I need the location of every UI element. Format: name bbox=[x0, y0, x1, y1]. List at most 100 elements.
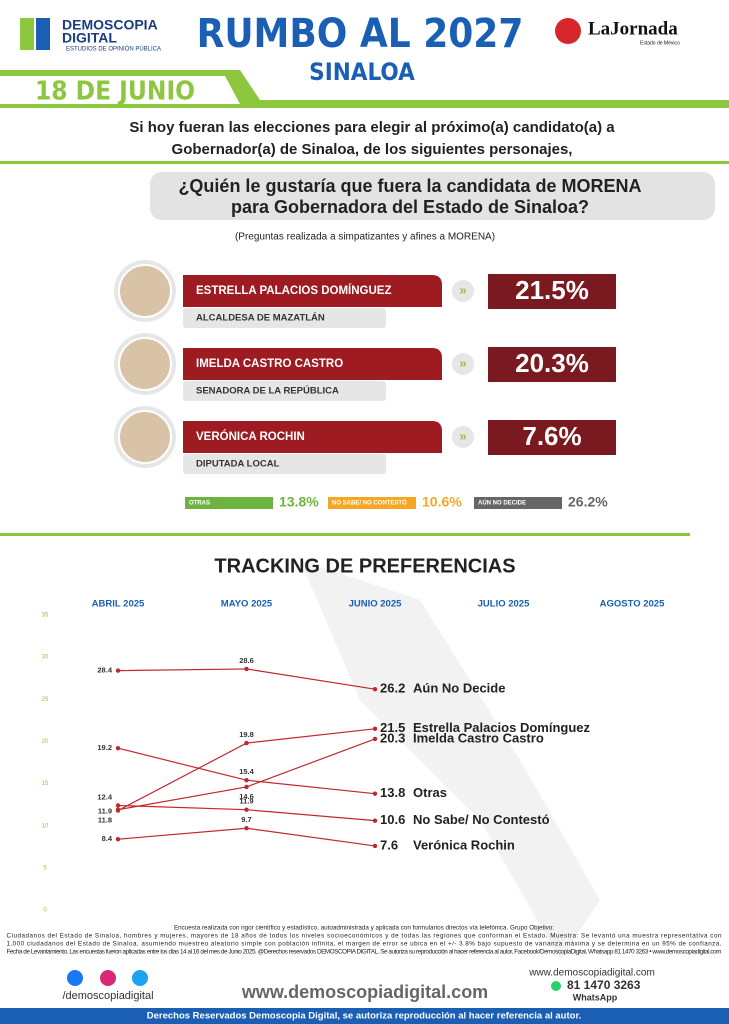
series-name: Estrella Palacios Domínguez bbox=[413, 720, 591, 735]
name-bar bbox=[183, 421, 442, 453]
site[interactable]: www.demoscopiadigital.com bbox=[241, 982, 488, 1002]
point bbox=[244, 740, 249, 746]
end-value: 13.8 bbox=[380, 785, 405, 800]
series-name: Verónica Rochin bbox=[413, 837, 515, 852]
question-box bbox=[150, 172, 715, 220]
candidate-name: IMELDA CASTRO CASTRO bbox=[196, 358, 343, 370]
y-tick-label: 35 bbox=[42, 613, 49, 619]
phone-label: WhatsApp bbox=[573, 992, 618, 1002]
logo-mark bbox=[36, 18, 50, 50]
instagram-icon[interactable] bbox=[100, 970, 116, 986]
footer-text: Fecha de Levantamiento. Las encuestas fu… bbox=[6, 949, 721, 956]
point bbox=[372, 818, 378, 823]
end-value: 20.3 bbox=[380, 730, 405, 745]
y-tick-label: 0 bbox=[43, 908, 47, 914]
other-name: OTRAS bbox=[189, 501, 210, 507]
point-label: 28.6 bbox=[239, 656, 254, 665]
x-tick-label: AGOSTO 2025 bbox=[600, 599, 665, 610]
question: para Gobernadora del Estado de Sinaloa? bbox=[231, 197, 589, 217]
value-box bbox=[488, 347, 616, 382]
point bbox=[244, 784, 249, 790]
point bbox=[244, 807, 249, 812]
candidate-value: 7.6% bbox=[522, 421, 581, 451]
title: RUMBO AL 2027 bbox=[197, 11, 524, 57]
series-name: Imelda Castro Castro bbox=[413, 730, 544, 745]
point bbox=[372, 686, 378, 692]
facebook-icon[interactable] bbox=[67, 970, 83, 986]
role-box bbox=[183, 308, 386, 328]
value-box bbox=[488, 420, 616, 455]
site-small[interactable]: www.demoscopiadigital.com bbox=[528, 968, 655, 979]
end-value: 21.5 bbox=[380, 720, 405, 735]
other-bar bbox=[185, 497, 273, 509]
y-tick-label: 10 bbox=[42, 823, 49, 829]
series-name: No Sabe/ No Contestó bbox=[413, 812, 550, 827]
footer-text: 1,000 ciudadanos del Estado de Sinaloa, … bbox=[7, 941, 722, 948]
map-shape bbox=[300, 560, 600, 960]
twitter-icon[interactable] bbox=[132, 970, 148, 986]
end-value: 26.2 bbox=[380, 681, 405, 696]
rights: Derechos Reservados Demoscopia Digital, … bbox=[147, 1011, 582, 1022]
end-value: 10.6 bbox=[380, 812, 405, 827]
social-handle: /demoscopiadigital bbox=[62, 990, 153, 1002]
other-value: 13.8% bbox=[279, 494, 319, 510]
candidate-name: ESTRELLA PALACIOS DOMÍNGUEZ bbox=[196, 284, 392, 297]
candidate-role: ALCALDESA DE MAZATLÁN bbox=[196, 313, 325, 324]
name-bar bbox=[183, 275, 442, 307]
candidate-value: 20.3% bbox=[515, 348, 589, 378]
name-bar bbox=[183, 348, 442, 380]
x-tick-label: JULIO 2025 bbox=[478, 599, 530, 610]
other-name: NO SABE/ NO CONTESTÓ bbox=[332, 499, 407, 507]
date: 18 DE JUNIO bbox=[35, 77, 195, 107]
x-tick-label: ABRIL 2025 bbox=[92, 599, 145, 610]
end-value: 7.6 bbox=[380, 837, 398, 852]
candidate-role: SENADORA DE LA REPÚBLICA bbox=[196, 385, 339, 397]
other-bar bbox=[328, 497, 416, 509]
question: ¿Quién le gustaría que fuera la candidat… bbox=[178, 176, 641, 196]
point bbox=[244, 778, 249, 783]
x-tick-label: JUNIO 2025 bbox=[349, 599, 403, 610]
point-label: 19.8 bbox=[239, 730, 254, 739]
intro: Gobernador(a) de Sinaloa, de los siguien… bbox=[172, 141, 573, 158]
y-tick-label: 25 bbox=[42, 697, 49, 703]
point bbox=[115, 803, 121, 808]
note: (Preguntas realizada a simpatizantes y a… bbox=[235, 232, 495, 243]
footer-text: Encuesta realizada con rigor científico … bbox=[174, 925, 554, 932]
point-label: 11.8 bbox=[98, 816, 112, 825]
brand: DIGITAL bbox=[62, 30, 117, 46]
role-box bbox=[183, 454, 386, 474]
point-label: 11.9 bbox=[98, 807, 112, 816]
rights-band bbox=[0, 1008, 729, 1024]
series-name: Otras bbox=[413, 785, 447, 800]
y-tick-label: 5 bbox=[43, 865, 47, 871]
point-label: 8.4 bbox=[102, 834, 113, 843]
chart-title: TRACKING DE PREFERENCIAS bbox=[214, 555, 515, 577]
candidate-value: 21.5% bbox=[515, 275, 589, 305]
point-label: 11.9 bbox=[239, 797, 253, 806]
role-box bbox=[183, 381, 386, 401]
phone: 81 1470 3263 bbox=[567, 978, 641, 992]
y-tick-label: 30 bbox=[42, 655, 49, 661]
chevron-glyph: » bbox=[459, 355, 466, 370]
candidate-role: DIPUTADA LOCAL bbox=[196, 459, 280, 470]
logo-mark bbox=[20, 18, 34, 50]
other-value: 26.2% bbox=[568, 494, 608, 510]
chevron bbox=[452, 426, 474, 448]
brand: DEMOSCOPIA bbox=[62, 17, 158, 33]
point-label: 9.7 bbox=[241, 815, 251, 824]
brand-sub: ESTUDIOS DE OPINIÓN PÚBLICA bbox=[66, 46, 161, 53]
chevron-glyph: » bbox=[459, 282, 466, 297]
divider bbox=[0, 533, 690, 536]
point bbox=[372, 726, 378, 731]
chevron-glyph: » bbox=[459, 428, 466, 443]
series-name: Aún No Decide bbox=[413, 681, 505, 696]
other-name: AÚN NO DECIDE bbox=[478, 500, 526, 507]
date-box bbox=[0, 76, 240, 104]
point bbox=[115, 807, 121, 812]
intro: Si hoy fueran las elecciones para elegir… bbox=[129, 119, 615, 136]
chevron bbox=[452, 353, 474, 375]
point-label: 14.6 bbox=[239, 792, 254, 801]
x-tick-label: MAYO 2025 bbox=[221, 599, 273, 610]
partner: LaJornada bbox=[588, 18, 678, 39]
